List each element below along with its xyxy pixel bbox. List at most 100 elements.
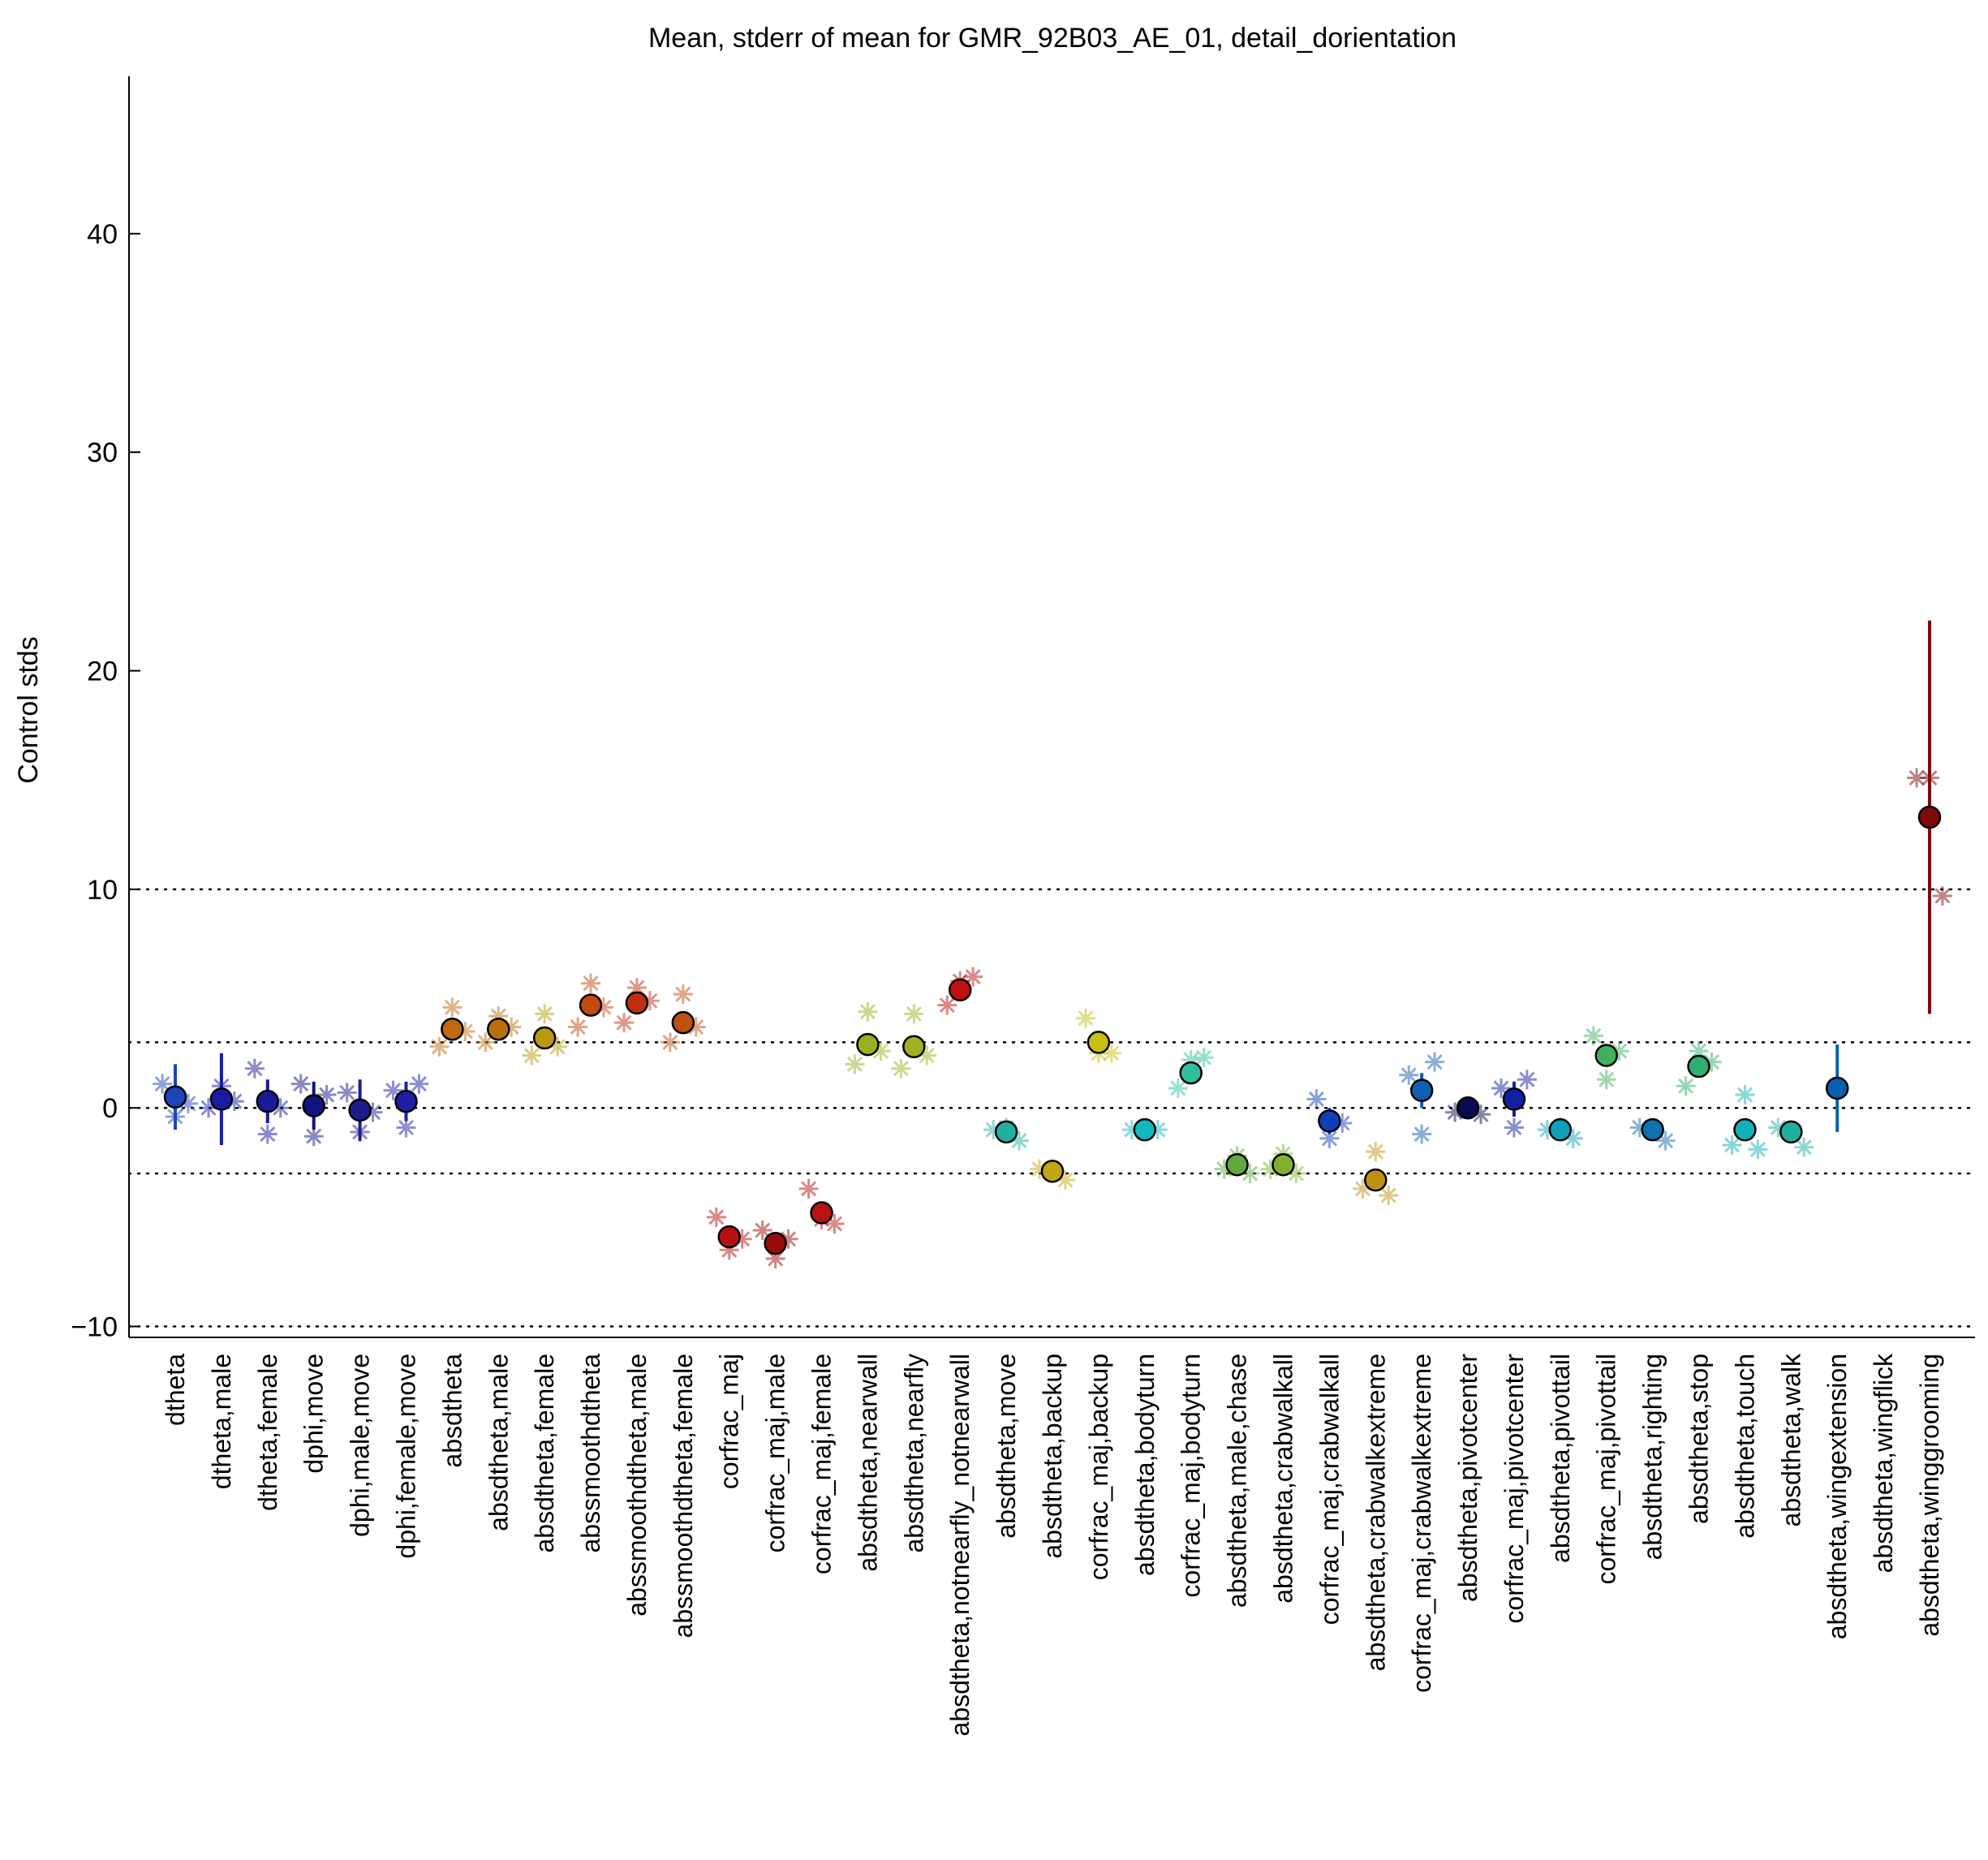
sample-point (1689, 1041, 1709, 1061)
sample-point (198, 1098, 218, 1118)
sample-point (488, 1006, 509, 1027)
x-tick-label: absdtheta,male (484, 1354, 513, 1531)
sample-point (1655, 1130, 1676, 1151)
sample-point (1517, 1070, 1537, 1090)
sample-point (1596, 1070, 1616, 1090)
sample-point (1194, 1048, 1214, 1068)
x-tick-label: dphi,male,move (346, 1354, 375, 1537)
sample-point (660, 1032, 680, 1053)
sample-point (1537, 1120, 1557, 1140)
sample-point (1055, 1170, 1075, 1190)
x-tick-label: absdtheta,backup (1038, 1354, 1067, 1559)
mean-point (1733, 1117, 1757, 1142)
sample-point (1676, 1076, 1696, 1096)
sample-point (257, 1124, 278, 1144)
sample-point (153, 1074, 173, 1094)
sample-point (1563, 1128, 1583, 1148)
sample-point (1609, 1041, 1629, 1061)
sample-point (429, 1036, 450, 1057)
sample-point (858, 1001, 878, 1022)
mean-point (717, 1225, 741, 1249)
sample-point (1214, 1159, 1234, 1179)
sample-point (442, 997, 463, 1018)
x-tick-label: absdtheta,crabwalkextreme (1361, 1354, 1390, 1671)
x-tick-label: corfrac_maj,female (807, 1354, 837, 1574)
sample-point (1030, 1159, 1050, 1179)
sample-point (824, 1213, 845, 1234)
sample-point (1583, 1026, 1603, 1046)
sample-point (396, 1117, 416, 1138)
sample-point (963, 967, 983, 987)
sample-point (244, 1058, 265, 1079)
x-tick-label: absdtheta (437, 1354, 467, 1468)
mean-point (902, 1035, 926, 1059)
mean-point (1594, 1044, 1618, 1067)
sample-point (871, 1041, 891, 1061)
sample-point (475, 1032, 496, 1053)
sample-point (1794, 1137, 1814, 1157)
mean-point (348, 1098, 372, 1122)
sample-point (1121, 1120, 1142, 1140)
mean-point (856, 1032, 880, 1057)
sample-point (455, 1021, 475, 1041)
y-tick-label: 20 (87, 657, 118, 687)
mean-point (1225, 1152, 1249, 1177)
x-tick-label: absdtheta,crabwalkall (1268, 1354, 1297, 1604)
sample-point (1075, 1008, 1095, 1028)
mean-point (394, 1089, 418, 1113)
mean-point (302, 1094, 325, 1117)
x-tick-label: corfrac_maj,crabwalkextreme (1407, 1354, 1436, 1693)
sample-point (522, 1045, 542, 1066)
x-tick-label: corfrac_maj (715, 1354, 744, 1489)
sample-point (937, 995, 957, 1015)
y-axis-label: Control stds (13, 636, 44, 783)
x-tick-label: corfrac_maj,pivottail (1592, 1354, 1621, 1585)
sample-point (548, 1036, 568, 1057)
y-tick-label: 0 (102, 1093, 118, 1124)
sample-point (626, 978, 647, 998)
x-tick-label: abssmoothdtheta,male (622, 1354, 652, 1617)
mean-point (487, 1018, 510, 1041)
sample-point (765, 1249, 785, 1269)
sample-point (614, 1013, 635, 1033)
y-tick-label: −10 (71, 1312, 118, 1343)
mean-point (1779, 1120, 1803, 1144)
sample-point (1412, 1124, 1432, 1144)
mean-point (994, 1120, 1018, 1144)
mean-point (810, 1201, 833, 1225)
x-tick-label: absdtheta,pivottail (1546, 1354, 1575, 1563)
mean-point (1825, 1076, 1849, 1100)
mean-point (1040, 1160, 1065, 1183)
mean-point (209, 1087, 234, 1111)
x-tick-label: abssmoothdtheta (576, 1354, 605, 1553)
sample-point (1319, 1128, 1340, 1148)
x-tick-label: corfrac_maj,crabwalkall (1315, 1354, 1344, 1625)
sample-point (1735, 1085, 1755, 1105)
mean-point (1364, 1168, 1388, 1192)
x-tick-label: absdtheta,stop (1685, 1354, 1714, 1524)
x-tick-label: dphi,move (299, 1354, 329, 1474)
mean-point (1502, 1087, 1526, 1111)
mean-point (1409, 1079, 1434, 1102)
sample-point (904, 1004, 924, 1024)
mean-point (1641, 1117, 1664, 1142)
y-tick-label: 30 (87, 437, 118, 468)
mean-point (1133, 1117, 1157, 1142)
mean-point (1087, 1031, 1111, 1054)
mean-point (1272, 1152, 1295, 1177)
sample-point (501, 1017, 522, 1037)
mean-point (1687, 1054, 1710, 1079)
sample-point (1399, 1065, 1419, 1085)
x-tick-label: absdtheta,winggrooming (1915, 1354, 1944, 1637)
y-tick-label: 40 (87, 219, 118, 250)
x-tick-label: absdtheta,nearwall (853, 1354, 882, 1572)
sample-point (798, 1178, 819, 1199)
x-tick-label: absdtheta,pivotcenter (1453, 1354, 1482, 1602)
x-tick-label: absdtheta,righting (1638, 1354, 1667, 1560)
sample-point (1491, 1078, 1512, 1098)
x-tick-label: dphi,female,move (391, 1354, 420, 1559)
sample-point (316, 1085, 337, 1105)
sample-point (1147, 1120, 1168, 1140)
